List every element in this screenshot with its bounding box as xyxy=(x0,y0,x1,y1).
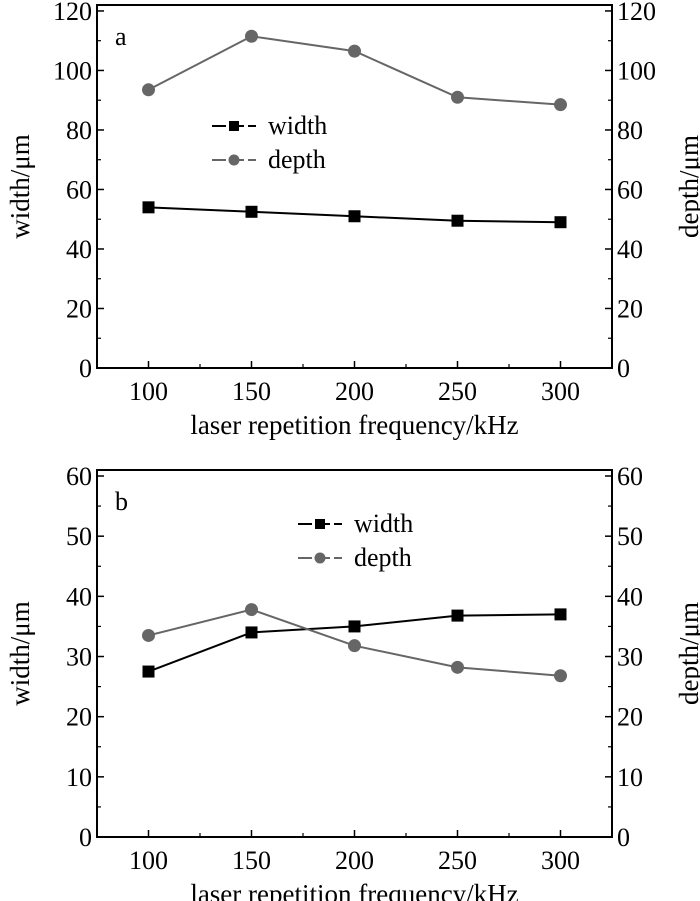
y-tick-label: 50 xyxy=(66,522,92,551)
y2-tick-label: 60 xyxy=(617,462,643,491)
data-point xyxy=(348,210,361,223)
y2-tick-label: 40 xyxy=(617,582,643,611)
y2-tick-label: 20 xyxy=(617,294,643,323)
y2-tick-label: 120 xyxy=(617,0,656,26)
data-point xyxy=(348,44,361,58)
x-axis-label: laser repetition frequency/kHz xyxy=(190,410,518,440)
x-tick-label: 300 xyxy=(541,846,580,875)
y-tick-label: 100 xyxy=(53,56,92,85)
panel-label: b xyxy=(115,487,128,516)
x-tick-label: 150 xyxy=(232,846,271,875)
panel-label: a xyxy=(115,22,127,51)
y-tick-label: 20 xyxy=(66,703,92,732)
legend-label: depth xyxy=(268,145,326,174)
y-tick-label: 0 xyxy=(79,823,92,852)
legend-marker xyxy=(315,519,325,529)
data-point xyxy=(348,639,361,653)
y-tick-label: 60 xyxy=(66,175,92,204)
y2-axis-label: depth/μm xyxy=(674,135,700,238)
y2-tick-label: 40 xyxy=(617,235,643,264)
x-tick-label: 100 xyxy=(129,377,168,406)
legend-marker xyxy=(314,552,326,564)
legend-item-width: width xyxy=(212,111,327,140)
x-tick-label: 250 xyxy=(438,846,477,875)
x-tick-label: 200 xyxy=(335,846,374,875)
data-point xyxy=(245,603,258,617)
data-point xyxy=(245,205,258,218)
y-tick-label: 80 xyxy=(66,116,92,145)
data-point xyxy=(554,98,567,112)
x-tick-label: 150 xyxy=(232,377,271,406)
legend-label: width xyxy=(268,111,327,140)
y2-tick-label: 0 xyxy=(617,354,630,383)
data-point xyxy=(245,626,258,639)
plot-frame xyxy=(96,4,613,369)
data-point xyxy=(348,620,361,633)
data-point xyxy=(142,201,155,214)
data-point xyxy=(451,214,464,227)
x-tick-label: 300 xyxy=(541,377,580,406)
y2-tick-label: 30 xyxy=(617,643,643,672)
data-point xyxy=(554,216,567,229)
data-point xyxy=(451,660,464,674)
series-width xyxy=(142,608,567,678)
y2-tick-label: 0 xyxy=(617,823,630,852)
series-depth xyxy=(142,603,567,683)
data-point xyxy=(554,608,567,621)
y-axis-label: width/μm xyxy=(5,601,35,705)
panel-a: 0 0 20 20 40 40 60 60 80 80 100 100 120 120 100 150 200 2… xyxy=(5,0,700,440)
data-point xyxy=(142,665,155,678)
y-axis-label: width/μm xyxy=(5,134,35,238)
legend-marker xyxy=(228,154,240,166)
y2-tick-label: 80 xyxy=(617,116,643,145)
y-tick-label: 20 xyxy=(66,294,92,323)
series-depth xyxy=(142,29,567,112)
data-point xyxy=(451,90,464,104)
y2-tick-label: 100 xyxy=(617,56,656,85)
y2-tick-label: 50 xyxy=(617,522,643,551)
x-tick-label: 200 xyxy=(335,377,374,406)
y-tick-label: 10 xyxy=(66,763,92,792)
legend-item-depth: depth xyxy=(212,145,326,174)
legend-item-width: width xyxy=(298,509,413,538)
y2-axis-label: depth/μm xyxy=(674,602,700,705)
y-tick-label: 60 xyxy=(66,462,92,491)
legend-marker xyxy=(229,121,239,131)
data-point xyxy=(142,628,155,642)
legend-label: depth xyxy=(354,543,412,572)
data-point xyxy=(554,669,567,683)
series-width xyxy=(142,201,567,229)
data-point xyxy=(142,83,155,97)
y2-tick-label: 60 xyxy=(617,175,643,204)
legend-item-depth: depth xyxy=(298,543,412,572)
x-axis-label: laser repetition frequency/kHz xyxy=(190,879,518,901)
data-point xyxy=(451,609,464,622)
y-tick-label: 30 xyxy=(66,643,92,672)
y-tick-label: 40 xyxy=(66,582,92,611)
data-point xyxy=(245,29,258,43)
y-tick-label: 120 xyxy=(53,0,92,26)
y-tick-label: 0 xyxy=(79,354,92,383)
panel-b: 0 0 10 10 20 20 30 30 40 40 50 50 60 60 100 150 200 250 30… xyxy=(5,462,700,901)
y2-tick-label: 10 xyxy=(617,763,643,792)
y2-tick-label: 20 xyxy=(617,703,643,732)
x-tick-label: 250 xyxy=(438,377,477,406)
x-tick-label: 100 xyxy=(129,846,168,875)
y-tick-label: 40 xyxy=(66,235,92,264)
legend-label: width xyxy=(354,509,413,538)
